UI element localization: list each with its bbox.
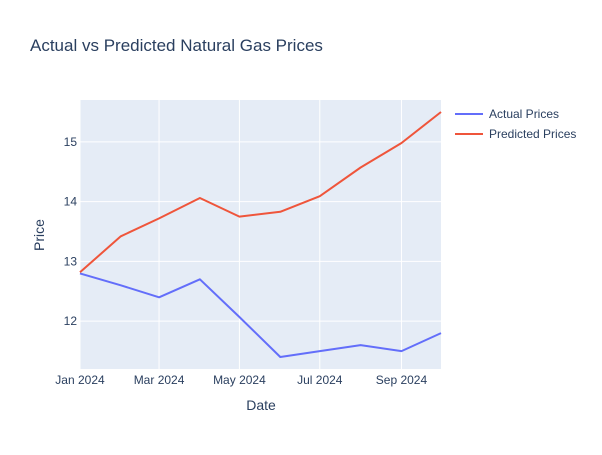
x-tick-label: Sep 2024 bbox=[376, 373, 428, 387]
x-tick-label: May 2024 bbox=[213, 373, 266, 387]
tick-labels: Jan 2024 Mar 2024 May 2024 Jul 2024 Sep 2024… bbox=[55, 135, 427, 387]
legend-label: Predicted Prices bbox=[489, 127, 576, 141]
chart-title: Actual vs Predicted Natural Gas Prices bbox=[30, 36, 323, 55]
y-tick-label: 13 bbox=[64, 254, 78, 268]
x-tick-label: Jan 2024 bbox=[55, 373, 105, 387]
x-axis-title: Date bbox=[246, 397, 276, 413]
x-tick-label: Mar 2024 bbox=[134, 373, 185, 387]
y-axis-title: Price bbox=[31, 219, 47, 251]
series-line-actual-prices bbox=[79, 272, 442, 358]
x-tick-label: Jul 2024 bbox=[297, 373, 343, 387]
y-tick-label: 12 bbox=[64, 314, 78, 328]
legend-label: Actual Prices bbox=[489, 107, 559, 121]
series-lines bbox=[79, 111, 442, 358]
series-line-predicted-prices bbox=[79, 111, 442, 273]
plot-area bbox=[80, 100, 441, 369]
y-tick-label: 15 bbox=[64, 135, 78, 149]
grid-lines bbox=[79, 100, 441, 369]
y-tick-label: 14 bbox=[64, 195, 78, 209]
legend: Actual Prices Predicted Prices bbox=[455, 107, 576, 141]
